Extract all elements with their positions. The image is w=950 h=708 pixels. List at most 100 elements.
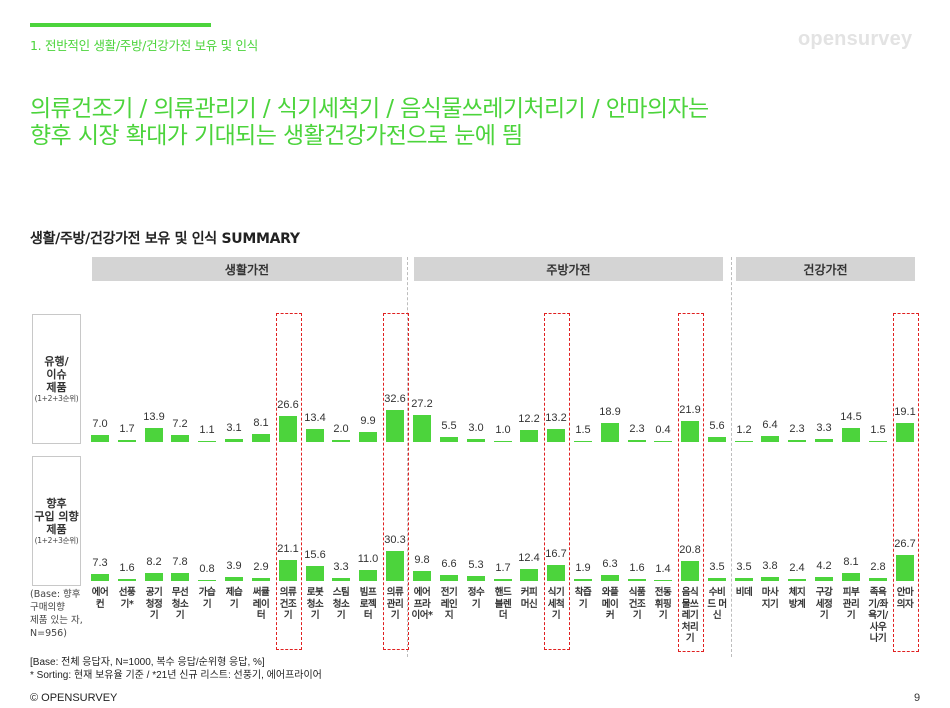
bar	[386, 551, 404, 581]
bar	[601, 575, 619, 581]
bar	[788, 579, 806, 581]
data-label: 27.2	[411, 398, 433, 410]
brand-logo: opensurvey	[798, 28, 913, 50]
category-label: 수비 드 머 신	[707, 587, 727, 621]
bar	[708, 437, 726, 442]
category-label: 안마 의자	[896, 587, 914, 610]
category-label: 핸드 블렌 더	[494, 587, 512, 621]
category-label: 로봇 청소 기	[306, 587, 324, 621]
bar	[815, 439, 833, 442]
category-label: 비데	[735, 587, 753, 598]
data-label: 14.5	[840, 411, 862, 423]
bar	[842, 428, 860, 442]
bar	[171, 435, 189, 442]
data-label: 1.6	[629, 562, 645, 574]
bar	[145, 428, 163, 442]
data-label: 0.4	[655, 424, 671, 436]
data-label: 5.6	[709, 420, 725, 432]
base-note: (Base: 향후 구매의향 제품 있는 자, N=956)	[30, 589, 83, 639]
bar	[359, 570, 377, 581]
data-label: 15.6	[304, 549, 326, 561]
category-label: 무선 청소 기	[171, 587, 189, 621]
data-label: 2.9	[253, 561, 269, 573]
data-label: 7.8	[172, 556, 188, 568]
bar	[359, 432, 377, 442]
data-label: 11.0	[357, 553, 379, 565]
category-label: 전동 휘핑 기	[654, 587, 672, 621]
category-label: 족욕 기/좌 욕기/ 사우 나기	[868, 587, 888, 644]
group-label: 건강가전	[803, 262, 848, 277]
data-label: 1.0	[495, 424, 511, 436]
data-label: 32.6	[384, 393, 406, 405]
data-label: 21.9	[679, 404, 701, 416]
data-label: 1.4	[655, 563, 671, 575]
category-label: 써큘 레이 터	[252, 587, 270, 621]
category-label: 가습 기	[198, 587, 216, 610]
bar	[306, 566, 324, 581]
data-label: 0.8	[199, 563, 215, 575]
highlight-box	[544, 313, 570, 650]
row-label-sub: (1+2+3순위)	[34, 393, 79, 403]
bar	[252, 578, 270, 581]
data-label: 18.9	[599, 406, 621, 418]
bar	[681, 561, 699, 581]
data-label: 16.7	[545, 548, 567, 560]
headline: 의류건조기 / 의류관리기 / 식기세척기 / 음식물쓰레기처리기 / 안마의자…	[30, 96, 709, 150]
group-header-living: 생활가전	[92, 257, 402, 281]
data-label: 20.8	[679, 544, 701, 556]
bar	[91, 435, 109, 442]
data-label: 13.2	[545, 412, 567, 424]
data-label: 4.2	[816, 560, 832, 572]
section-label: 1. 전반적인 생활/주방/건강가전 보유 및 인식	[30, 38, 258, 53]
bar	[628, 440, 646, 442]
bar	[761, 436, 779, 442]
bar	[681, 421, 699, 442]
data-label: 30.3	[384, 534, 406, 546]
bar	[735, 441, 753, 442]
highlight-box	[893, 313, 919, 652]
bar	[306, 429, 324, 442]
bar	[815, 577, 833, 581]
bar	[332, 578, 350, 581]
data-label: 21.1	[277, 543, 299, 555]
bar	[574, 441, 592, 442]
data-label: 1.7	[495, 562, 511, 574]
bar	[628, 579, 646, 581]
category-label: 착즙 기	[574, 587, 592, 610]
row-label-purchase-intent: 향후 구입 의향 제품 (1+2+3순위)	[32, 456, 81, 586]
highlight-box	[678, 313, 704, 652]
data-label: 1.7	[119, 423, 135, 435]
data-label: 3.3	[816, 422, 832, 434]
bar	[654, 441, 672, 442]
category-label: 커피 머신	[520, 587, 538, 610]
copyright: © OPENSURVEY	[30, 692, 118, 704]
bar	[574, 579, 592, 581]
data-label: 19.1	[894, 406, 916, 418]
category-label: 스팀 청소 기	[332, 587, 350, 621]
data-label: 3.0	[468, 422, 484, 434]
data-label: 6.4	[762, 419, 778, 431]
data-label: 1.9	[575, 562, 591, 574]
bar	[842, 573, 860, 581]
bar	[869, 578, 887, 581]
category-label: 에어 프라 이어*	[411, 587, 433, 621]
data-label: 9.9	[360, 415, 376, 427]
bar	[198, 441, 216, 442]
bar	[279, 416, 297, 442]
row-label-sub: (1+2+3순위)	[34, 535, 79, 545]
page-number: 9	[914, 692, 921, 704]
data-label: 13.4	[304, 412, 326, 424]
data-label: 3.5	[709, 561, 725, 573]
row-label-main: 향후 구입 의향 제품	[34, 496, 79, 536]
data-label: 1.5	[870, 424, 886, 436]
data-label: 5.3	[468, 559, 484, 571]
data-label: 6.3	[602, 558, 618, 570]
group-header-kitchen: 주방가전	[414, 257, 723, 281]
data-label: 2.4	[789, 562, 805, 574]
category-label: 정수 기	[467, 587, 485, 610]
bar	[654, 580, 672, 581]
bar	[413, 415, 431, 442]
category-label: 제습 기	[225, 587, 243, 610]
data-label: 26.7	[894, 538, 916, 550]
data-label: 13.9	[143, 411, 165, 423]
